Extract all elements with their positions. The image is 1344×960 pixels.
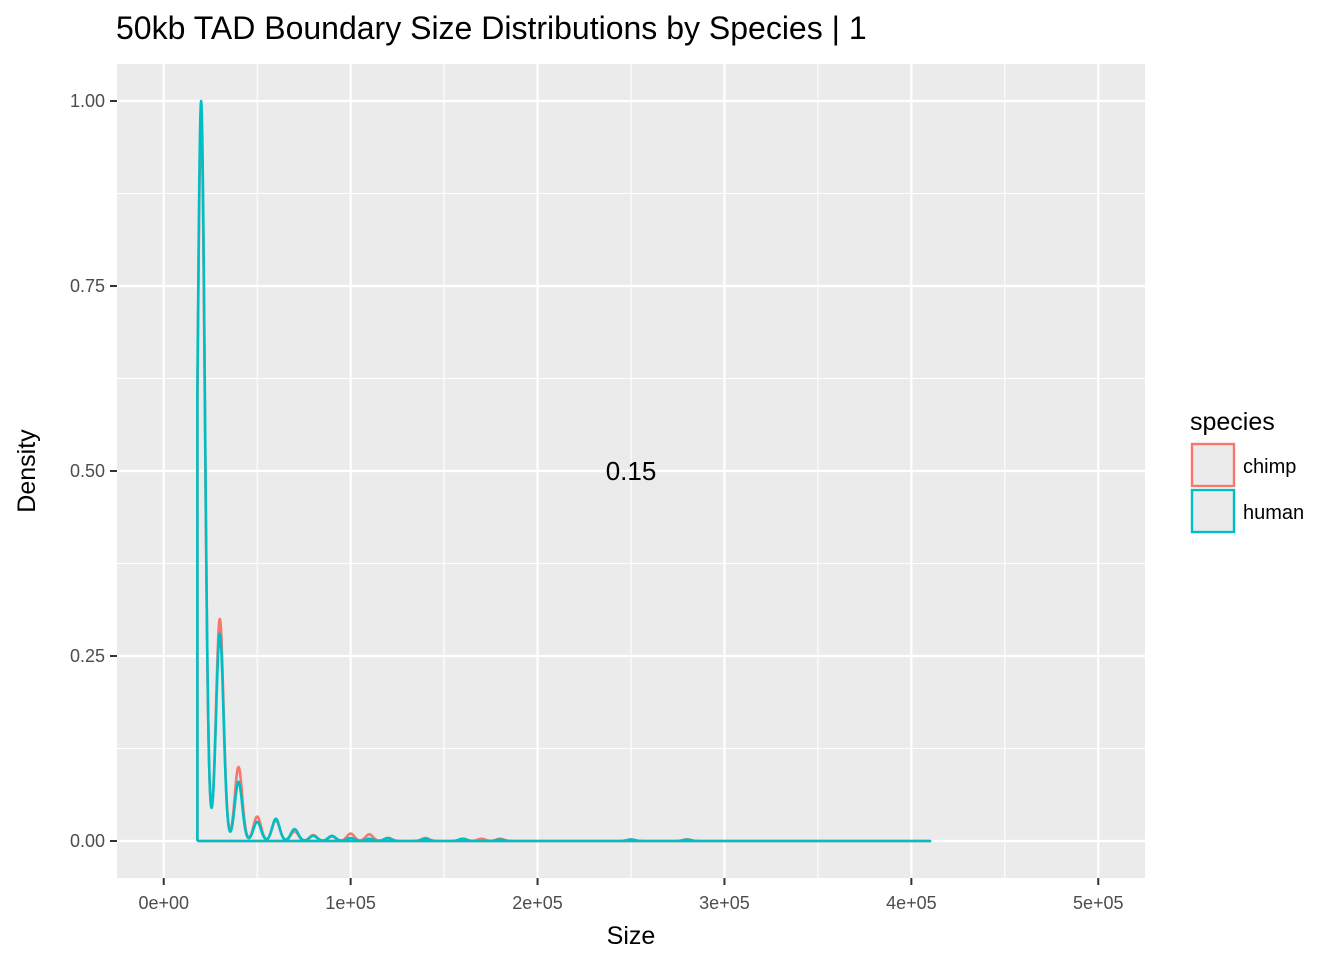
y-tick-label: 0.25 bbox=[70, 646, 105, 666]
series-layer bbox=[196, 99, 932, 843]
annotation-label: 0.15 bbox=[606, 456, 657, 486]
legend-title: species bbox=[1190, 408, 1275, 436]
legend-label-human: human bbox=[1243, 502, 1304, 524]
x-tick-label: 4e+05 bbox=[886, 893, 937, 913]
y-axis-title: Density bbox=[13, 429, 41, 513]
x-axis: 0e+00 1e+05 2e+05 3e+05 4e+05 5e+05 bbox=[138, 878, 1124, 913]
x-tick-label: 5e+05 bbox=[1073, 893, 1124, 913]
x-tick-label: 2e+05 bbox=[512, 893, 563, 913]
series-line-human bbox=[196, 99, 932, 843]
y-tick-label: 0.75 bbox=[70, 276, 105, 296]
x-tick-label: 0e+00 bbox=[138, 893, 189, 913]
chart-title: 50kb TAD Boundary Size Distributions by … bbox=[116, 10, 867, 46]
y-tick-label: 0.50 bbox=[70, 461, 105, 481]
y-tick-label: 0.00 bbox=[70, 831, 105, 851]
y-axis: 0.00 0.25 0.50 0.75 1.00 bbox=[70, 91, 117, 851]
legend-key-chimp bbox=[1190, 442, 1236, 488]
legend-label-chimp: chimp bbox=[1243, 456, 1296, 478]
legend: species chimp human bbox=[1190, 408, 1304, 534]
y-tick-label: 1.00 bbox=[70, 91, 105, 111]
legend-key-human bbox=[1190, 488, 1236, 534]
x-axis-title: Size bbox=[607, 922, 656, 950]
x-tick-label: 3e+05 bbox=[699, 893, 750, 913]
x-tick-label: 1e+05 bbox=[325, 893, 376, 913]
